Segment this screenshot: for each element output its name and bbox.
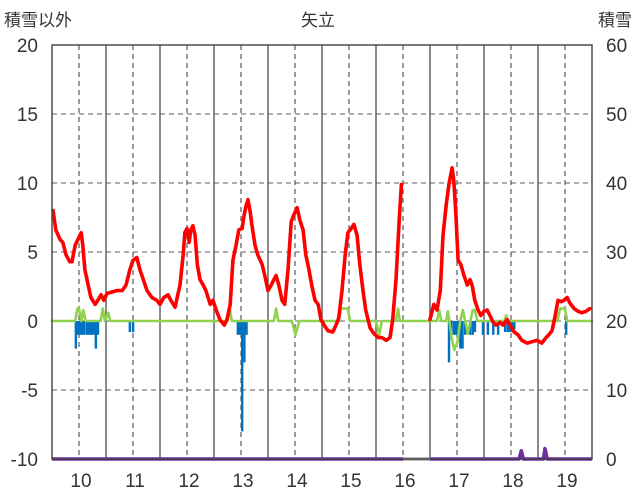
- bar: [92, 321, 95, 335]
- bar: [90, 321, 93, 335]
- y-tick-label: 5: [27, 243, 38, 264]
- bar: [245, 321, 248, 335]
- bar: [83, 321, 86, 335]
- bar: [128, 321, 132, 333]
- bar: [459, 321, 462, 349]
- left-axis-title: 積雪以外: [4, 11, 72, 31]
- series-line: [50, 307, 594, 352]
- x-tick-label: 18: [502, 471, 523, 492]
- x-tick-label: 12: [178, 471, 199, 492]
- y2-tick-label: 40: [606, 174, 627, 195]
- x-tick-label: 11: [125, 471, 145, 492]
- chart-title: 矢立: [301, 11, 335, 31]
- x-tick-label: 13: [232, 471, 253, 492]
- y2-tick-label: 50: [606, 105, 627, 126]
- y-tick-label: -10: [11, 450, 38, 471]
- y2-tick-label: 10: [606, 381, 627, 402]
- bar: [447, 321, 451, 363]
- bar: [506, 321, 510, 333]
- y2-tick-label: 60: [606, 36, 627, 57]
- y-tick-label: -5: [21, 381, 38, 402]
- y2-tick-label: 30: [606, 243, 627, 264]
- bar: [243, 321, 246, 363]
- bar: [452, 321, 456, 335]
- y2-tick-label: 0: [606, 450, 617, 471]
- bar: [481, 321, 485, 335]
- y-tick-label: 10: [17, 174, 38, 195]
- series-line: [51, 166, 592, 345]
- bar: [486, 321, 490, 335]
- bar: [471, 321, 474, 335]
- bar: [78, 321, 82, 335]
- bar: [461, 321, 464, 349]
- x-tick-label: 14: [286, 471, 308, 492]
- bar: [564, 321, 568, 335]
- right-axis-title: 積雪: [598, 11, 632, 31]
- bar: [81, 321, 84, 335]
- bar: [473, 321, 477, 333]
- y-tick-label: 15: [17, 105, 38, 126]
- x-tick-label: 19: [556, 471, 577, 492]
- y2-tick-label: 20: [606, 312, 627, 333]
- bar: [236, 321, 240, 335]
- bar: [240, 321, 244, 432]
- bar: [492, 321, 495, 335]
- plot-border: [51, 44, 593, 460]
- bar: [85, 321, 89, 335]
- bar: [74, 321, 78, 349]
- bar: [513, 321, 516, 330]
- bar-series: [74, 321, 568, 432]
- bar: [96, 321, 100, 335]
- bar: [238, 321, 242, 335]
- x-tick-label: 15: [340, 471, 361, 492]
- bar: [94, 321, 98, 349]
- x-tick-label: 17: [448, 471, 469, 492]
- grid: [52, 45, 592, 459]
- bar: [88, 321, 91, 335]
- y-tick-label: 20: [17, 36, 38, 57]
- bar: [76, 321, 80, 335]
- x-tick-label: 16: [394, 471, 415, 492]
- bar: [496, 321, 500, 335]
- bar: [454, 321, 458, 335]
- bar: [503, 321, 507, 333]
- y-tick-label: 0: [27, 312, 38, 333]
- bar: [131, 321, 135, 333]
- x-tick-label: 10: [70, 471, 91, 492]
- bar: [463, 321, 467, 335]
- plot-frame: [51, 44, 593, 460]
